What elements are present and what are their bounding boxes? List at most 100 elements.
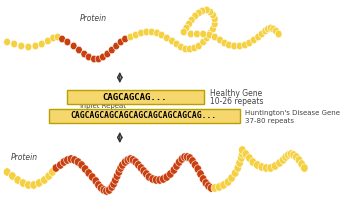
Circle shape <box>209 11 216 19</box>
Circle shape <box>124 156 132 164</box>
Circle shape <box>194 165 201 173</box>
Circle shape <box>259 30 265 38</box>
Circle shape <box>293 153 300 161</box>
Circle shape <box>221 39 228 47</box>
Circle shape <box>200 30 207 38</box>
Circle shape <box>262 164 270 172</box>
Circle shape <box>164 34 170 42</box>
Circle shape <box>276 159 283 167</box>
Circle shape <box>180 28 187 36</box>
Circle shape <box>177 43 184 51</box>
Circle shape <box>9 172 16 180</box>
Circle shape <box>74 158 82 166</box>
Circle shape <box>207 29 214 37</box>
Circle shape <box>100 186 108 194</box>
Circle shape <box>267 164 274 172</box>
Circle shape <box>30 181 38 189</box>
Circle shape <box>140 167 148 175</box>
Circle shape <box>143 170 150 178</box>
Circle shape <box>132 31 139 39</box>
Circle shape <box>181 153 188 161</box>
Circle shape <box>298 160 306 168</box>
Circle shape <box>270 25 277 33</box>
Circle shape <box>175 158 183 166</box>
Circle shape <box>117 38 124 46</box>
Circle shape <box>112 176 119 184</box>
Circle shape <box>246 39 253 47</box>
Circle shape <box>264 25 271 33</box>
Circle shape <box>85 53 92 61</box>
FancyBboxPatch shape <box>49 109 239 123</box>
Circle shape <box>95 55 102 63</box>
Circle shape <box>207 8 214 16</box>
Circle shape <box>197 170 204 178</box>
Circle shape <box>170 166 177 174</box>
Circle shape <box>242 150 250 158</box>
Circle shape <box>211 15 218 23</box>
Circle shape <box>19 179 27 187</box>
Circle shape <box>254 161 261 169</box>
Circle shape <box>14 176 22 184</box>
Circle shape <box>91 55 97 63</box>
Circle shape <box>135 161 142 169</box>
Circle shape <box>191 161 199 169</box>
Circle shape <box>169 37 175 45</box>
Circle shape <box>163 173 171 181</box>
Circle shape <box>60 158 68 166</box>
Circle shape <box>188 16 195 24</box>
Circle shape <box>52 164 60 172</box>
Circle shape <box>287 150 295 158</box>
Circle shape <box>149 175 156 183</box>
Circle shape <box>211 20 218 28</box>
Text: 37-80 repeats: 37-80 repeats <box>245 118 294 124</box>
Circle shape <box>67 155 75 163</box>
Circle shape <box>271 162 279 170</box>
Circle shape <box>183 24 190 32</box>
Circle shape <box>143 28 150 36</box>
Circle shape <box>182 45 189 53</box>
Circle shape <box>158 31 165 39</box>
Circle shape <box>295 156 303 164</box>
Circle shape <box>105 186 113 194</box>
Circle shape <box>76 46 82 54</box>
Circle shape <box>121 158 129 166</box>
Circle shape <box>207 184 215 192</box>
Circle shape <box>25 181 32 189</box>
Circle shape <box>18 42 25 50</box>
Circle shape <box>199 175 207 183</box>
Circle shape <box>92 177 100 185</box>
Circle shape <box>127 33 134 41</box>
Circle shape <box>173 40 180 48</box>
Circle shape <box>217 36 223 44</box>
Circle shape <box>81 165 89 173</box>
Circle shape <box>173 162 180 170</box>
Circle shape <box>113 42 120 50</box>
Circle shape <box>231 169 239 177</box>
Circle shape <box>132 158 140 166</box>
Circle shape <box>127 155 134 163</box>
Circle shape <box>64 156 71 164</box>
Circle shape <box>242 41 248 49</box>
Circle shape <box>156 176 164 184</box>
Circle shape <box>45 172 53 180</box>
Circle shape <box>231 42 238 50</box>
Circle shape <box>110 180 117 188</box>
Circle shape <box>187 45 193 53</box>
Circle shape <box>137 164 145 172</box>
Text: Healthy Gene: Healthy Gene <box>210 88 262 98</box>
Circle shape <box>236 159 243 167</box>
Circle shape <box>85 169 93 177</box>
Circle shape <box>238 146 246 154</box>
Circle shape <box>108 183 116 191</box>
Circle shape <box>54 33 61 41</box>
Circle shape <box>78 161 85 169</box>
Circle shape <box>236 42 243 50</box>
Circle shape <box>81 50 88 58</box>
Circle shape <box>49 168 56 176</box>
Circle shape <box>193 30 200 38</box>
Circle shape <box>215 183 223 191</box>
Circle shape <box>159 175 167 183</box>
Circle shape <box>199 7 206 15</box>
Circle shape <box>202 179 209 187</box>
Circle shape <box>38 40 45 48</box>
